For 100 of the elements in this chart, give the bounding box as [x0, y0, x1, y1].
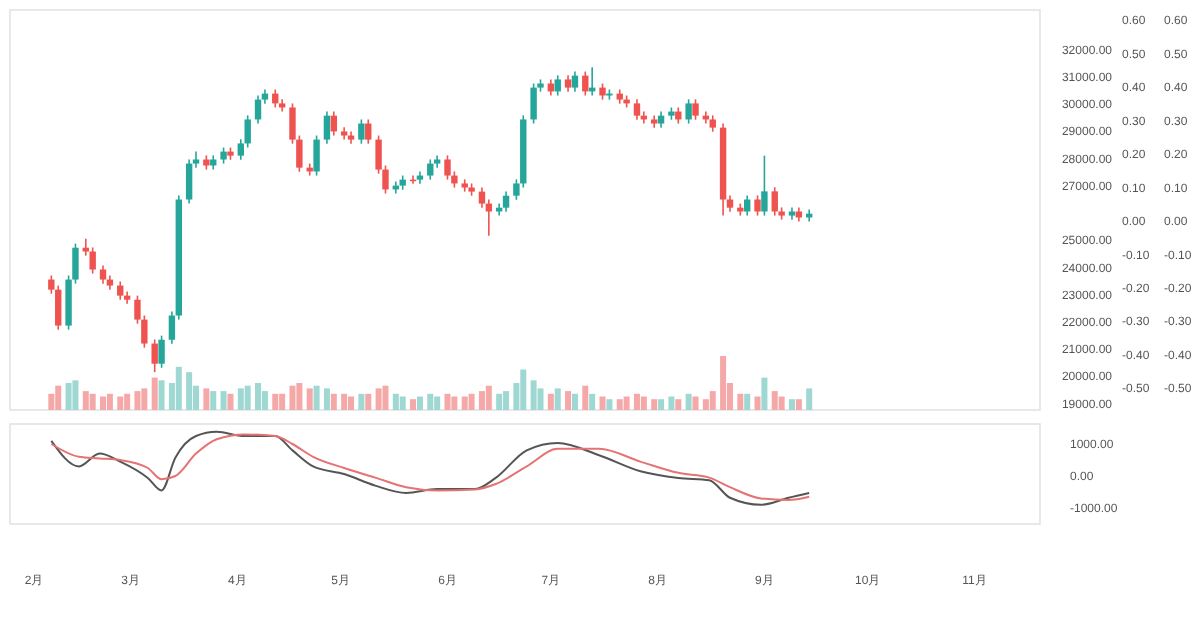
bar	[227, 393, 234, 410]
bar	[210, 391, 217, 410]
bar	[720, 356, 727, 410]
bar	[220, 391, 227, 410]
candlestick	[754, 194, 761, 217]
bar	[358, 393, 365, 410]
bar	[89, 393, 96, 410]
bar	[478, 391, 485, 410]
bar	[434, 396, 441, 410]
bar	[289, 385, 296, 410]
bar	[778, 396, 785, 410]
bar	[737, 393, 744, 410]
bar	[530, 380, 537, 410]
bar	[496, 393, 503, 410]
candlestick	[554, 74, 561, 97]
bar	[623, 396, 630, 410]
candlestick	[761, 154, 768, 217]
bar	[640, 396, 647, 410]
bar	[175, 366, 182, 410]
candlestick	[771, 186, 778, 217]
bar	[547, 393, 554, 410]
bar	[261, 391, 268, 410]
bar	[675, 399, 682, 410]
bar	[468, 393, 475, 410]
bar	[82, 391, 89, 410]
bar	[65, 383, 72, 410]
bar	[599, 396, 606, 410]
bar	[375, 388, 382, 410]
bar	[520, 369, 527, 410]
bar	[382, 385, 389, 410]
candlestick	[365, 118, 372, 145]
bar	[106, 393, 113, 410]
candlestick	[685, 98, 692, 125]
candlestick	[347, 130, 355, 145]
bar	[244, 385, 251, 410]
candlestick	[530, 82, 537, 125]
bar	[709, 391, 716, 410]
bar	[117, 396, 124, 410]
bar	[410, 399, 417, 410]
bar	[141, 388, 148, 410]
bar	[754, 396, 761, 410]
bar	[795, 399, 802, 410]
candlestick	[151, 338, 158, 373]
candlestick	[313, 134, 320, 177]
bar	[702, 399, 709, 410]
bar	[237, 388, 244, 410]
bar	[296, 383, 303, 410]
bar	[158, 380, 165, 410]
bar	[537, 388, 544, 410]
bar	[323, 388, 330, 410]
bar	[461, 396, 468, 410]
candlestick	[278, 98, 286, 113]
bar	[565, 391, 572, 410]
bar	[186, 372, 193, 410]
bar	[313, 385, 320, 410]
bar	[571, 393, 578, 410]
candlestick	[444, 154, 451, 181]
bar	[685, 393, 692, 410]
bar	[72, 380, 79, 410]
bar	[806, 388, 813, 410]
bar	[48, 393, 55, 410]
bar	[124, 393, 131, 410]
bar	[255, 383, 262, 410]
bar	[100, 396, 107, 410]
candlestick	[89, 246, 96, 275]
bar	[582, 385, 589, 410]
bar	[134, 391, 141, 410]
bar	[658, 399, 665, 410]
bar	[633, 393, 640, 410]
bar	[606, 399, 613, 410]
candlestick	[158, 334, 165, 369]
bar	[330, 393, 337, 410]
bar	[451, 396, 458, 410]
bar	[771, 391, 778, 410]
candlestick	[358, 118, 365, 145]
bar	[668, 396, 675, 410]
candlestick	[185, 158, 193, 205]
bar	[279, 393, 286, 410]
bar	[485, 385, 492, 410]
candlestick	[117, 280, 124, 301]
bar	[348, 396, 355, 410]
bar	[589, 393, 596, 410]
bar	[365, 393, 372, 410]
bar	[151, 377, 158, 410]
candlestick	[99, 264, 107, 285]
bar	[761, 377, 768, 410]
bar	[306, 388, 313, 410]
candlestick	[633, 98, 641, 121]
bar	[616, 399, 623, 410]
bar	[503, 391, 510, 410]
bar	[554, 388, 561, 410]
candlestick	[502, 190, 510, 213]
bar	[788, 399, 795, 410]
bar	[392, 393, 399, 410]
candlestick	[416, 170, 424, 185]
bar	[651, 399, 658, 410]
bar	[399, 396, 406, 410]
bar	[744, 393, 751, 410]
candlestick	[427, 158, 434, 181]
candlestick	[571, 70, 579, 93]
